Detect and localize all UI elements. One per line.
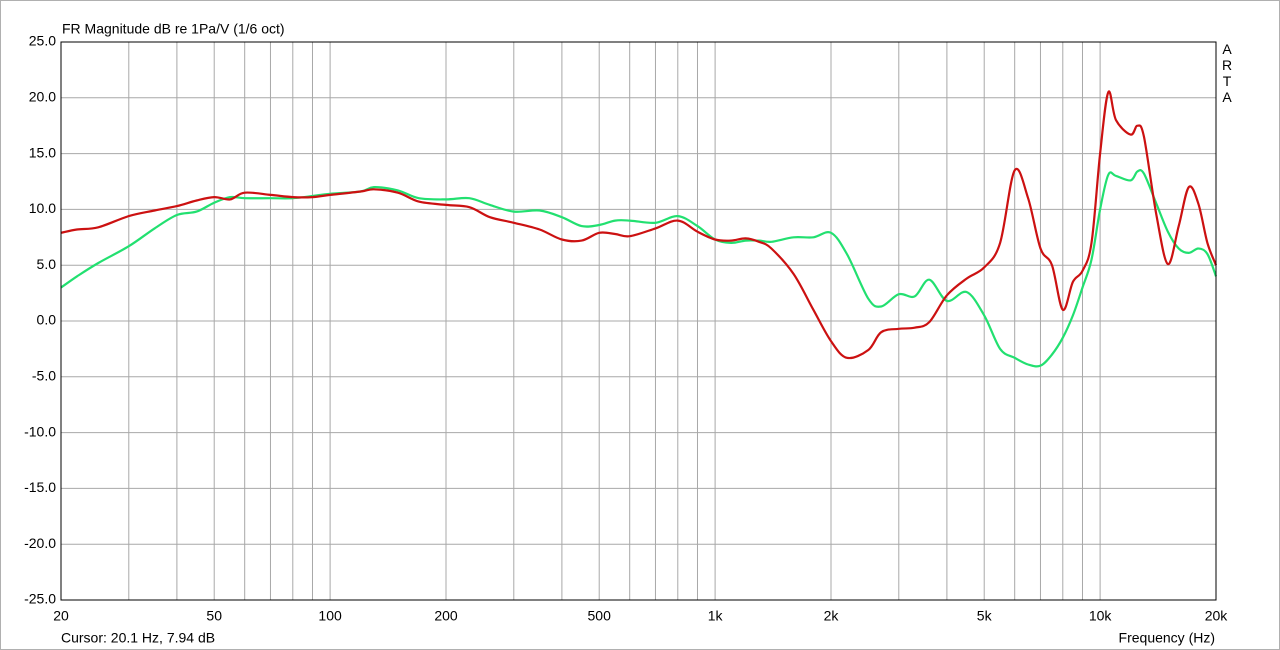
y-tick-label: -20.0 xyxy=(24,535,56,551)
x-tick-label: 100 xyxy=(318,608,342,624)
cursor-readout: Cursor: 20.1 Hz, 7.94 dB xyxy=(61,630,215,646)
response-line xyxy=(60,90,1218,360)
y-tick-label: 15.0 xyxy=(29,144,56,160)
y-tick-label: -25.0 xyxy=(24,591,56,607)
x-axis-label: Frequency (Hz) xyxy=(1119,630,1215,646)
x-tick-label: 20k xyxy=(1205,608,1229,624)
y-tick-label: -15.0 xyxy=(24,479,56,495)
lines xyxy=(60,90,1218,368)
y-tick-label: 20.0 xyxy=(29,89,56,105)
x-tick-label: 50 xyxy=(206,608,222,624)
y-tick-label: -5.0 xyxy=(32,368,56,384)
chart-title: FR Magnitude dB re 1Pa/V (1/6 oct) xyxy=(62,21,285,37)
x-tick-label: 10k xyxy=(1089,608,1113,624)
x-tick-label: 500 xyxy=(588,608,612,624)
y-tick-label: 10.0 xyxy=(29,200,56,216)
x-tick-label: 1k xyxy=(708,608,724,624)
plot-border xyxy=(60,41,1217,601)
y-tick-label: 5.0 xyxy=(37,256,57,272)
x-tick-label: 20 xyxy=(53,608,69,624)
y-tick-label: -10.0 xyxy=(24,423,56,439)
x-tick-label: 5k xyxy=(977,608,993,624)
x-tick-label: 2k xyxy=(824,608,840,624)
x-tick-label: 200 xyxy=(434,608,458,624)
y-tick-label: 0.0 xyxy=(37,312,57,328)
y-tick-label: 25.0 xyxy=(29,33,56,49)
